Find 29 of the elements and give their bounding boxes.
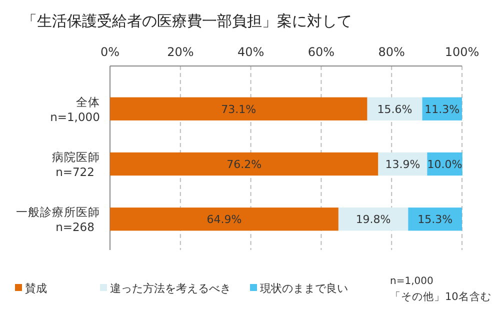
y-tick-label: 一般診療所医師 n=268 <box>16 205 100 234</box>
legend-label: 賛成 <box>25 282 47 295</box>
text: n=1,000 <box>390 276 434 287</box>
bar <box>110 208 338 231</box>
x-tick-label: 60% <box>308 45 335 59</box>
text: 64.9% <box>206 213 242 226</box>
text: 11.3% <box>424 102 460 116</box>
bar <box>110 97 368 120</box>
y-tick-label: 病院医師 n=722 <box>52 150 100 179</box>
text: 76.2% <box>226 158 262 171</box>
bar <box>408 208 462 231</box>
text: 10.0% <box>427 158 462 171</box>
text: 「その他」10名含む <box>390 290 492 303</box>
bar <box>110 152 378 176</box>
x-tick-label: 40% <box>237 45 264 59</box>
text: 19.8% <box>356 213 391 226</box>
chart-title: 「生活保護受給者の医療費一部負担」案に対して <box>22 12 352 30</box>
x-tick-label: 100% <box>444 45 480 59</box>
x-tick-label: 80% <box>378 45 405 59</box>
text: 73.1% <box>221 102 256 116</box>
text: 13.9% <box>385 158 420 171</box>
bar <box>338 208 408 231</box>
legend-label: 現状のままで良い <box>260 282 348 295</box>
text: 15.6% <box>377 102 412 116</box>
x-tick-label: 0% <box>100 45 120 59</box>
x-tick-label: 20% <box>167 45 194 59</box>
legend-label: 違った方法を考えるべき <box>110 282 231 295</box>
y-tick-label: 全体 n=1,000 <box>50 94 100 124</box>
text: 15.3% <box>418 213 453 226</box>
